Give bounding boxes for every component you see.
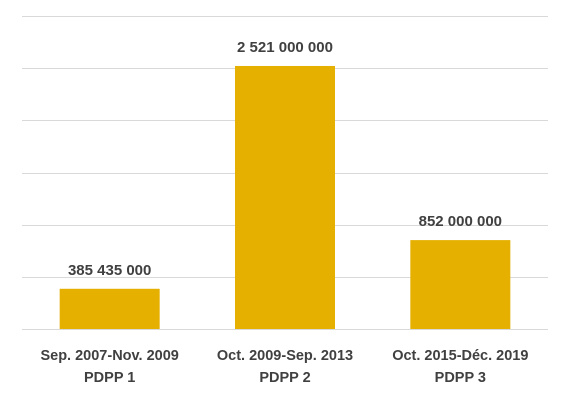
category-label-program: PDPP 2 xyxy=(259,370,310,386)
category-label-program: PDPP 1 xyxy=(84,370,135,386)
data-label: 2 521 000 000 xyxy=(237,39,333,56)
category-label-period: Sep. 2007-Nov. 2009 xyxy=(40,348,178,364)
data-label: 385 435 000 xyxy=(68,262,151,279)
bar xyxy=(410,240,511,329)
bars xyxy=(59,65,511,329)
category-label-program: PDPP 3 xyxy=(435,370,486,386)
category-labels: Sep. 2007-Nov. 2009 PDPP 1 Oct. 2009-Sep. … xyxy=(40,348,528,386)
bar xyxy=(59,288,160,329)
category-label-period: Oct. 2009-Sep. 2013 xyxy=(217,348,353,364)
data-labels: 385 435 000 2 521 000 000 852 000 000 xyxy=(68,39,502,279)
category-label-period: Oct. 2015-Déc. 2019 xyxy=(392,348,528,364)
bar xyxy=(235,65,335,329)
data-label: 852 000 000 xyxy=(419,213,502,230)
